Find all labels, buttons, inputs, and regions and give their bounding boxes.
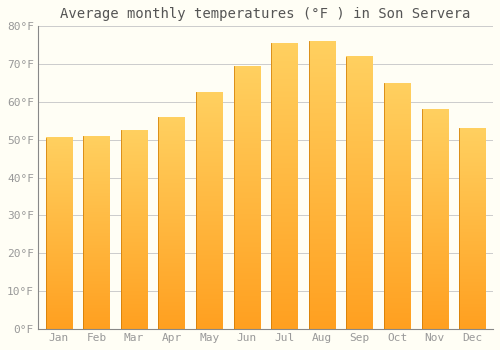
Title: Average monthly temperatures (°F ) in Son Servera: Average monthly temperatures (°F ) in So… bbox=[60, 7, 471, 21]
